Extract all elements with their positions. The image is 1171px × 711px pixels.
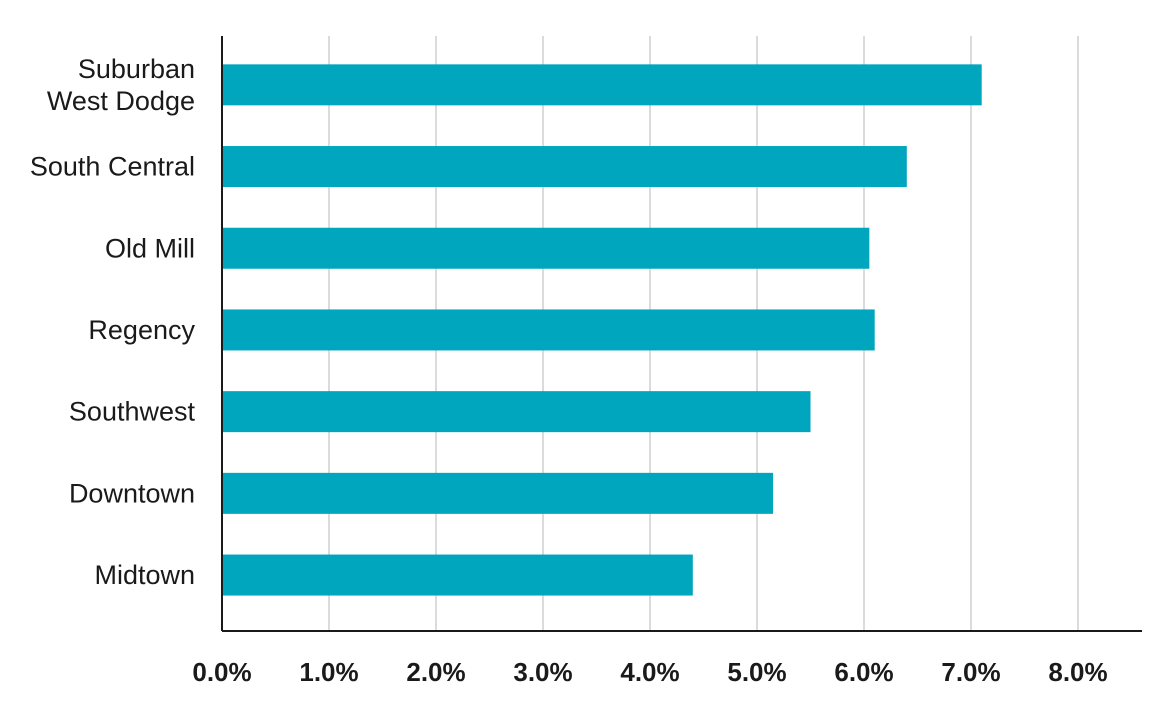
category-label-line: Old Mill (105, 233, 195, 263)
axes (221, 36, 1142, 632)
category-label-line: Suburban (78, 54, 195, 84)
x-tick-label: 3.0% (513, 657, 572, 687)
bar (222, 64, 982, 106)
category-label-line: Downtown (69, 478, 195, 508)
category-label: Old Mill (105, 233, 195, 263)
bar (222, 309, 875, 351)
category-label-line: Southwest (69, 397, 196, 427)
bar (222, 146, 907, 188)
category-label-line: Regency (88, 315, 195, 345)
category-label: Regency (88, 315, 195, 345)
x-tick-label: 2.0% (406, 657, 465, 687)
x-tick-label: 7.0% (941, 657, 1000, 687)
x-tick-label: 1.0% (299, 657, 358, 687)
category-label-line: South Central (30, 152, 195, 182)
category-label: Midtown (94, 560, 195, 590)
bar (222, 472, 774, 514)
category-label-line: Midtown (94, 560, 195, 590)
category-label: South Central (30, 152, 195, 182)
bar (222, 554, 693, 596)
category-label: Suburban West Dodge (47, 54, 195, 116)
x-tick-label: 0.0% (192, 657, 251, 687)
x-tick-labels: 0.0% 1.0% 2.0% 3.0% 4.0% 5.0% 6.0% 7.0% 8.0% (192, 657, 1107, 687)
category-labels: Suburban West Dodge South Central Old Mill R… (30, 54, 196, 590)
category-label: Southwest (69, 397, 196, 427)
x-tick-label: 8.0% (1048, 657, 1107, 687)
bar (222, 227, 870, 269)
x-tick-label: 5.0% (727, 657, 786, 687)
x-tick-label: 6.0% (834, 657, 893, 687)
category-label: Downtown (69, 478, 195, 508)
bars (222, 64, 982, 596)
x-tick-label: 4.0% (620, 657, 679, 687)
category-label-line: West Dodge (47, 86, 195, 116)
bar (222, 391, 811, 433)
